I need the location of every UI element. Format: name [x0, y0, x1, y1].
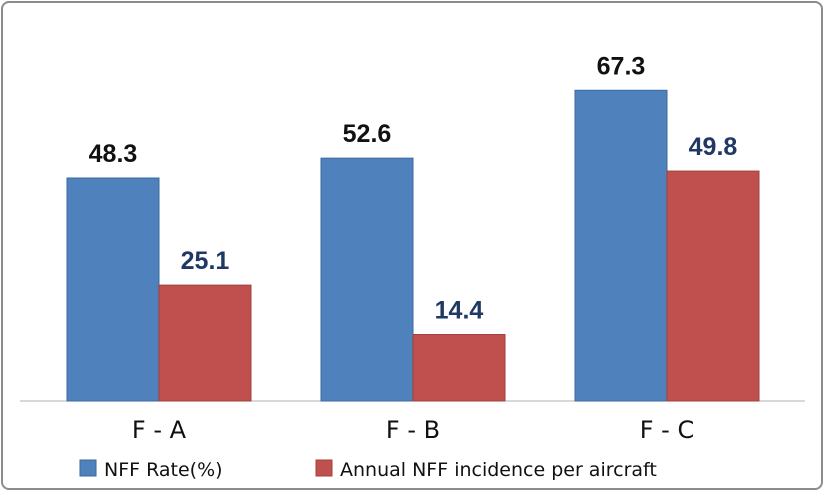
data-label-series1-f-a: 48.3	[89, 140, 138, 168]
category-label-f-c: F - C	[640, 416, 694, 444]
bar-series1-f-c	[574, 89, 668, 402]
data-label-series1-f-c: 67.3	[597, 52, 646, 80]
bar-series2-f-a	[158, 284, 252, 402]
legend-label-series1: NFF Rate(%)	[104, 459, 223, 481]
legend-label-series2: Annual NFF incidence per aircraft	[340, 459, 657, 481]
data-label-series2-f-b: 14.4	[435, 297, 484, 325]
category-label-f-b: F - B	[386, 416, 440, 444]
bar-series1-f-a	[66, 177, 160, 402]
bar-series1-f-b	[320, 157, 414, 402]
bar-series2-f-b	[412, 334, 506, 402]
data-label-series2-f-c: 49.8	[689, 133, 738, 161]
legend: NFF Rate(%) Annual NFF incidence per airc…	[79, 459, 657, 481]
legend-swatch-series2	[315, 459, 333, 477]
category-label-f-a: F - A	[132, 416, 187, 444]
legend-swatch-series1	[79, 459, 97, 477]
bars-group: 48.3 25.1 F - A 52.6 14.4 F - B 67.3 49.8 F - C	[66, 52, 760, 444]
bar-series2-f-c	[666, 170, 760, 402]
data-label-series1-f-b: 52.6	[343, 120, 392, 148]
data-label-series2-f-a: 25.1	[181, 247, 230, 275]
